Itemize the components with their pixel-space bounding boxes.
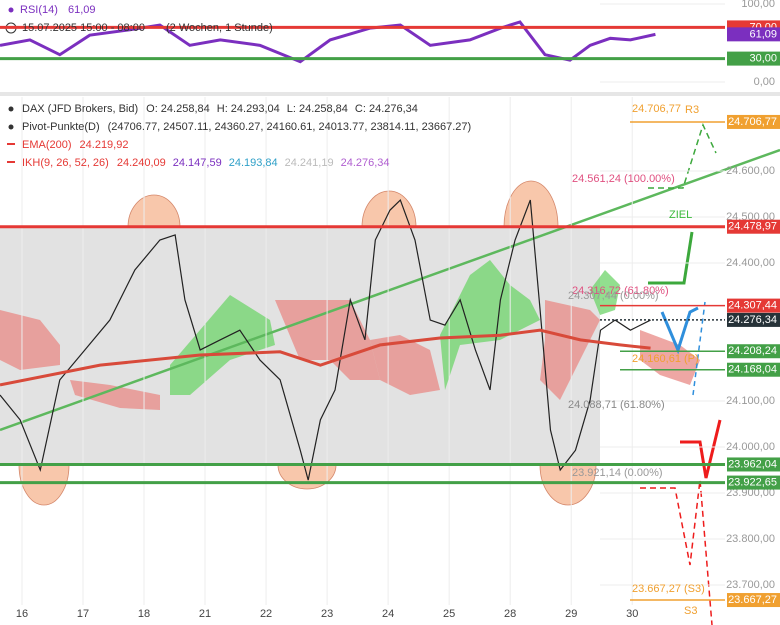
y-tick-label: 24.100,00 <box>726 395 775 407</box>
cloud-red <box>640 330 700 385</box>
legend-name: EMA(200) <box>22 139 72 151</box>
cloud-red <box>540 300 600 400</box>
y-tick-label: 0,00 <box>754 76 775 88</box>
price-box <box>727 593 780 608</box>
price-box <box>727 312 780 327</box>
price-box <box>727 219 780 234</box>
price-box <box>727 344 780 359</box>
legend-value: 61,09 <box>68 4 96 16</box>
y-tick-label: 23.900,00 <box>726 487 775 499</box>
price-label: 61,09 <box>749 28 777 40</box>
arrow-red <box>680 419 722 479</box>
x-tick-label: 30 <box>626 608 638 620</box>
legend-value: H: 24.293,04 <box>217 103 280 115</box>
cloud-green <box>590 270 620 315</box>
top-arc <box>361 190 417 228</box>
arrow-red-dashed <box>640 479 713 625</box>
legend-name: IKH(9, 26, 52, 26) <box>22 157 109 169</box>
x-tick-label: 28 <box>504 608 516 620</box>
cloud-red <box>70 380 160 410</box>
x-tick-label: 23 <box>321 608 333 620</box>
price-box <box>727 362 780 377</box>
legend-name: Pivot-Punkte(D) <box>22 121 100 133</box>
y-tick-label: 100,00 <box>741 0 775 10</box>
cloud-green <box>170 295 275 395</box>
arrow-up <box>648 231 694 285</box>
series-line <box>0 198 651 481</box>
annotation: 23.921,14 (0.00%) <box>572 467 663 479</box>
x-tick-label: 22 <box>260 608 272 620</box>
annotation: 24.160,61 (P) <box>632 353 699 365</box>
price-box <box>727 298 780 313</box>
legend-value: C: 24.276,34 <box>355 103 418 115</box>
price-box <box>727 51 780 66</box>
legend-value: 24.241,19 <box>285 157 334 169</box>
price-label: 24.307,44 <box>728 300 777 312</box>
y-tick-label: 24.400,00 <box>726 257 775 269</box>
legend-name: RSI(14) <box>20 4 58 16</box>
legend-value: (24706.77, 24507.11, 24360.27, 24160.61,… <box>108 121 472 133</box>
annotation: 24.561,24 (100.00%) <box>572 173 675 185</box>
cloud-red <box>370 335 440 395</box>
annotation: 24.088,71 (61.80%) <box>568 399 665 411</box>
x-tick-label: 18 <box>138 608 150 620</box>
legend-value: O: 24.258,84 <box>146 103 210 115</box>
annotation: ZIEL <box>669 209 692 221</box>
y-tick-label: 24.000,00 <box>726 441 775 453</box>
y-tick-label: 24.600,00 <box>726 165 775 177</box>
x-tick-label: 29 <box>565 608 577 620</box>
price-label: 24.208,24 <box>728 345 777 357</box>
legend-value: 24.193,84 <box>229 157 278 169</box>
legend-dash <box>7 161 15 163</box>
legend-name: DAX (JFD Brokers, Bid) <box>22 103 138 115</box>
price-label: 24.168,04 <box>728 364 777 376</box>
price-label: 24.276,34 <box>728 314 777 326</box>
price-box <box>727 114 780 129</box>
legend-period: (2 Wochen, 1 Stunde) <box>166 22 273 34</box>
price-box <box>727 475 780 490</box>
projection-arrows <box>640 122 722 625</box>
legend-value: 24.147,59 <box>173 157 222 169</box>
legend-dot <box>8 124 14 130</box>
annotation: 23.667,27 (S3) <box>632 583 705 595</box>
panel-separator <box>0 92 780 96</box>
price-box <box>727 27 780 42</box>
cloud-red <box>0 310 60 370</box>
legend-value: 24.276,34 <box>341 157 390 169</box>
x-tick-label: 21 <box>199 608 211 620</box>
legend-dash <box>7 143 15 145</box>
annotation: R3 <box>685 104 699 116</box>
arrow-blue <box>660 306 699 355</box>
legend-value: 24.219,92 <box>80 139 129 151</box>
x-tick-label: 25 <box>443 608 455 620</box>
price-label: 24.478,97 <box>728 221 777 233</box>
price-label: 23.667,27 <box>728 594 777 606</box>
annotation: S3 <box>684 605 697 617</box>
price-label: 24.706,77 <box>728 116 777 128</box>
legend-value: L: 24.258,84 <box>287 103 348 115</box>
price-box <box>727 457 780 472</box>
price-label: 23.962,04 <box>728 458 777 470</box>
x-tick-label: 17 <box>77 608 89 620</box>
legend-dot <box>8 106 14 112</box>
series-line <box>0 328 651 387</box>
y-tick-label: 23.700,00 <box>726 579 775 591</box>
price-label: 23.922,65 <box>728 476 777 488</box>
top-arc <box>127 194 181 228</box>
legend-dot <box>8 7 14 13</box>
annotation: 24.307,44 (0.00%) <box>568 290 659 302</box>
legend-value: 24.240,09 <box>117 157 166 169</box>
annotation: 24.706,77 <box>632 103 681 115</box>
trend-line <box>0 148 780 432</box>
x-tick-label: 24 <box>382 608 394 620</box>
arrow-blue-dashed <box>692 301 706 396</box>
price-label: 30,00 <box>749 53 777 65</box>
x-tick-label: 16 <box>16 608 28 620</box>
y-tick-label: 23.800,00 <box>726 533 775 545</box>
legend-date: 15.07.2025 15:00 - 08:00 <box>22 22 145 34</box>
cloud-green <box>440 260 540 390</box>
annotation: 24.316,72 (61.80%) <box>572 285 669 297</box>
